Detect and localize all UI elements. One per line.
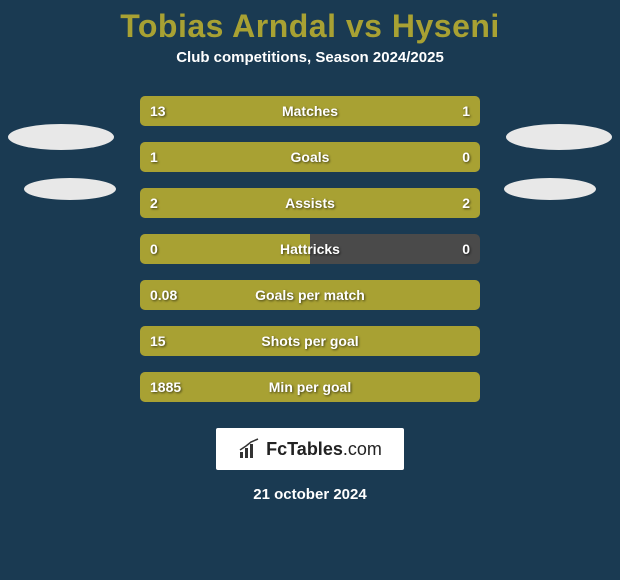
stat-left-value: 0 [150,241,158,257]
stat-row: 1 Goals 0 [140,142,480,172]
brand-box: FcTables.com [216,428,404,470]
stat-label: Goals [291,149,330,165]
stat-left-value: 1885 [150,379,181,395]
stat-row: 0 Hattricks 0 [140,234,480,264]
stat-left-value: 13 [150,103,166,119]
stat-fill-left [140,96,412,126]
infographic-container: Tobias Arndal vs Hyseni Club competition… [0,0,620,580]
stat-right-value: 1 [462,103,470,119]
stat-left-value: 1 [150,149,158,165]
stat-right-value: 0 [462,149,470,165]
stat-fill-right [310,188,480,218]
stat-right-value: 2 [462,195,470,211]
stat-row: 2 Assists 2 [140,188,480,218]
brand-light: .com [343,439,382,459]
stat-row: 13 Matches 1 [140,96,480,126]
stat-row: 0.08 Goals per match [140,280,480,310]
brand-icon [238,438,260,460]
stat-row: 15 Shots per goal [140,326,480,356]
stat-label: Hattricks [280,241,340,257]
page-subtitle: Club competitions, Season 2024/2025 [176,49,444,66]
brand-bold: FcTables [266,439,343,459]
stat-left-value: 0.08 [150,287,177,303]
stat-label: Min per goal [269,379,351,395]
stat-row: 1885 Min per goal [140,372,480,402]
stats-area: 13 Matches 1 1 Goals 0 2 Assists 2 0 Hattricks 0 0.0… [0,96,620,402]
stat-left-value: 2 [150,195,158,211]
page-title: Tobias Arndal vs Hyseni [120,8,500,45]
stat-label: Goals per match [255,287,365,303]
date-text: 21 october 2024 [253,486,366,503]
stat-right-value: 0 [462,241,470,257]
stat-label: Matches [282,103,338,119]
stat-label: Shots per goal [261,333,358,349]
stat-left-value: 15 [150,333,166,349]
stat-label: Assists [285,195,335,211]
brand-text: FcTables.com [266,439,382,460]
